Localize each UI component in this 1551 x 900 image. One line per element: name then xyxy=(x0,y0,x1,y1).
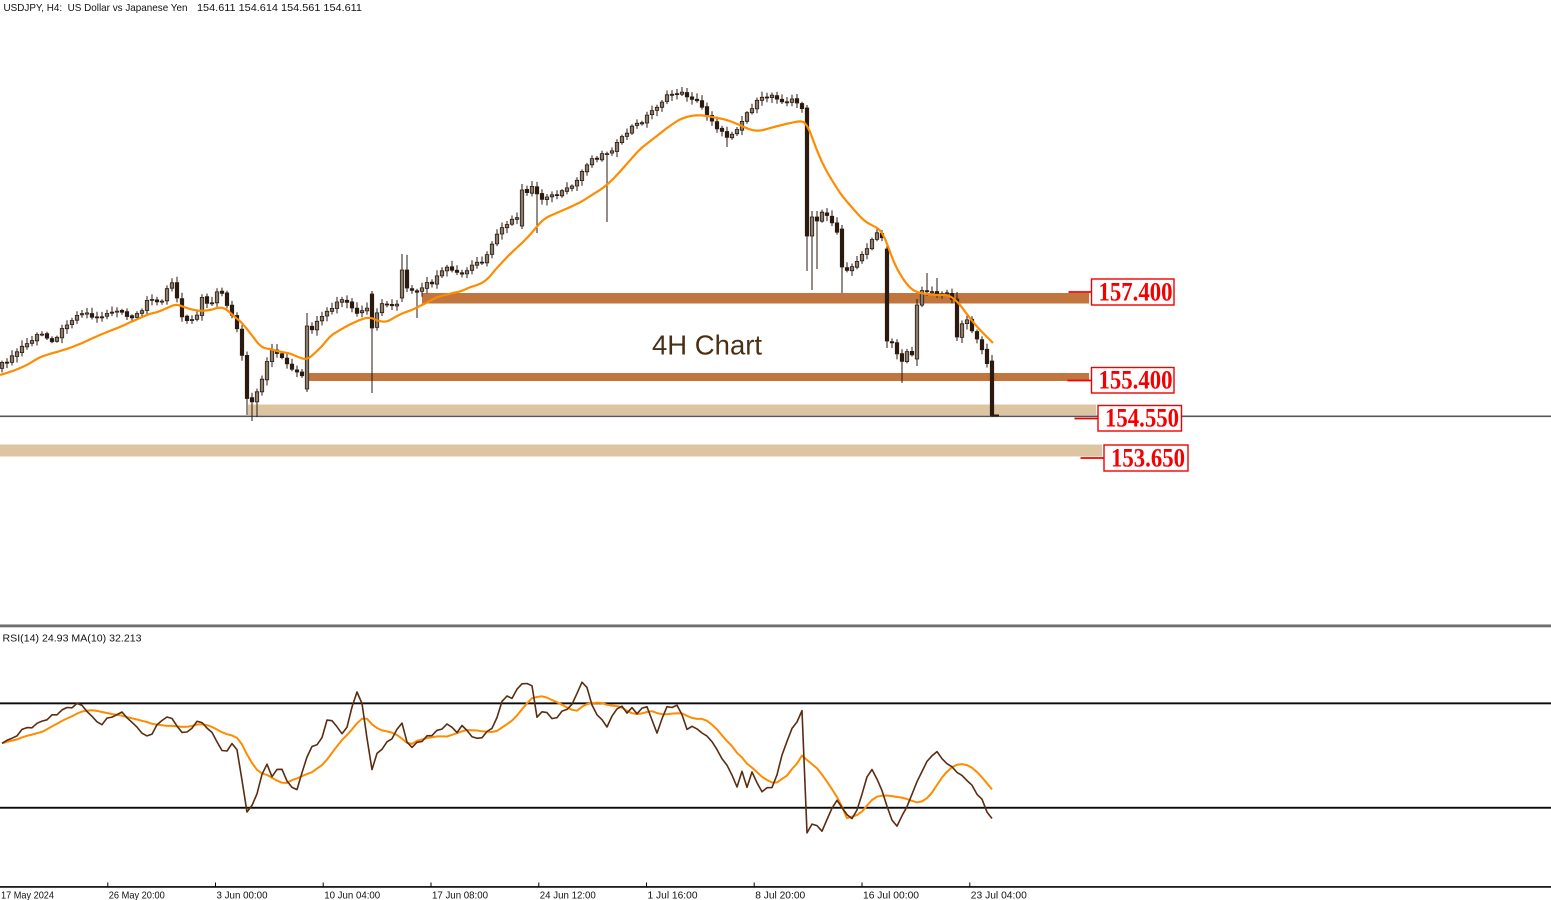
svg-text:RSI(14) 24.93 MA(10) 32.213: RSI(14) 24.93 MA(10) 32.213 xyxy=(3,633,142,645)
svg-text:16 Jul 00:00: 16 Jul 00:00 xyxy=(863,890,919,900)
svg-text:154.611 154.614 154.561 154.61: 154.611 154.614 154.561 154.611 xyxy=(197,2,362,14)
svg-text:USDJPY, H4: US Dollar vs Japa: USDJPY, H4: US Dollar vs Japanese Yen xyxy=(4,2,188,14)
svg-text:26 May 20:00: 26 May 20:00 xyxy=(109,890,165,900)
svg-text:157.400: 157.400 xyxy=(1099,277,1173,307)
svg-text:1 Jul 16:00: 1 Jul 16:00 xyxy=(648,890,698,900)
svg-text:24 Jun 12:00: 24 Jun 12:00 xyxy=(540,890,596,900)
svg-text:3 Jun 00:00: 3 Jun 00:00 xyxy=(217,890,268,900)
svg-text:23 Jul 04:00: 23 Jul 04:00 xyxy=(971,890,1027,900)
svg-text:10 Jun 04:00: 10 Jun 04:00 xyxy=(324,890,380,900)
svg-text:17 May 2024: 17 May 2024 xyxy=(1,890,54,900)
svg-text:153.650: 153.650 xyxy=(1111,443,1185,473)
svg-text:154.550: 154.550 xyxy=(1105,403,1179,433)
svg-text:155.400: 155.400 xyxy=(1099,365,1173,395)
svg-text:4H Chart: 4H Chart xyxy=(652,330,762,361)
svg-text:17 Jun 08:00: 17 Jun 08:00 xyxy=(432,890,488,900)
svg-text:8 Jul 20:00: 8 Jul 20:00 xyxy=(755,890,805,900)
